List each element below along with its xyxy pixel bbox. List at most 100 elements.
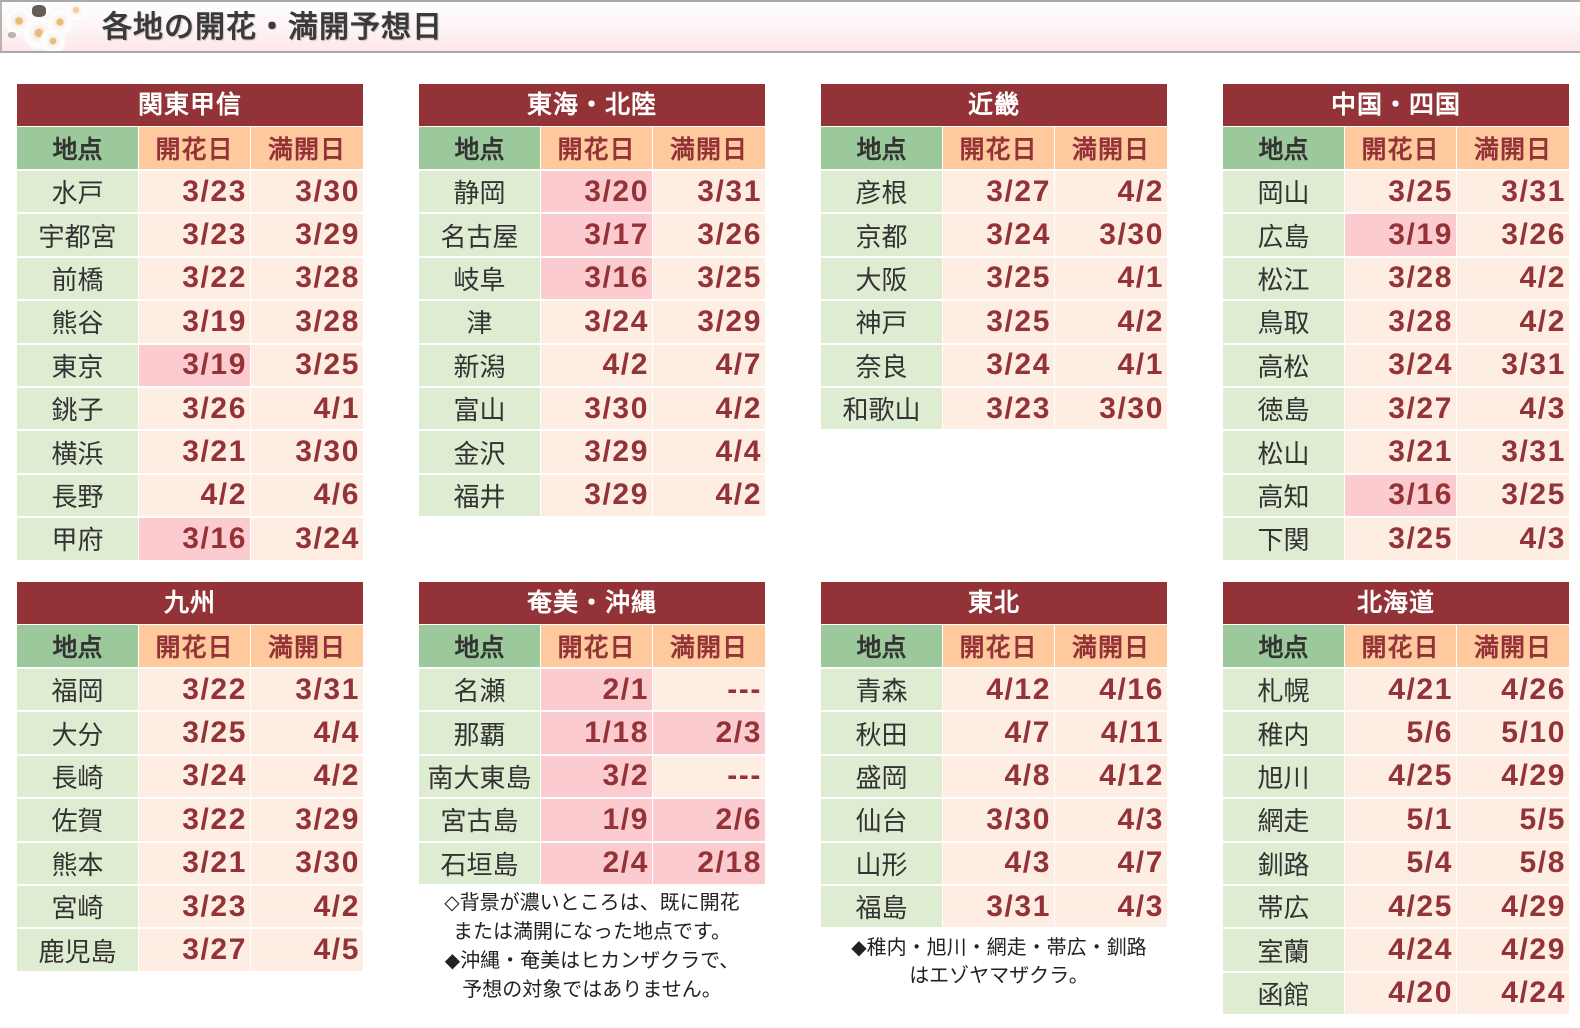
bloom-date-cell: 3/27	[139, 929, 250, 971]
location-cell: 高知	[1223, 474, 1344, 517]
bloom-date-cell: 3/26	[139, 387, 250, 430]
bloom-date-cell: 3/23	[139, 885, 250, 928]
column-header-row: 地点 開花日 満開日	[17, 625, 363, 667]
column-header-bloom: 開花日	[1345, 127, 1456, 169]
bloom-date-cell: 4/7	[943, 712, 1054, 754]
note-line: ◆稚内・旭川・網走・帯広・釧路	[851, 935, 1147, 959]
column-header-row: 地点 開花日 満開日	[821, 127, 1167, 169]
full-bloom-date-cell: 4/26	[1457, 669, 1569, 711]
location-cell: 名瀬	[419, 669, 540, 711]
location-cell: 那覇	[419, 712, 540, 754]
full-bloom-date-cell: 3/31	[251, 669, 363, 711]
location-cell: 銚子	[17, 387, 138, 430]
table-row: 函館 4/20 4/24	[1223, 972, 1569, 1015]
location-cell: 長崎	[17, 755, 138, 798]
location-cell: 神戸	[821, 301, 942, 343]
full-bloom-date-cell: 2/18	[653, 842, 765, 884]
table-row: 広島 3/19 3/26	[1223, 214, 1569, 256]
column-header-bloom: 開花日	[943, 127, 1054, 169]
bloom-date-cell: 3/22	[139, 257, 250, 300]
bloom-date-cell: 3/21	[1345, 431, 1456, 473]
bloom-date-cell: 2/4	[541, 842, 652, 884]
location-cell: 山形	[821, 842, 942, 884]
location-cell: 下関	[1223, 518, 1344, 560]
location-cell: 岐阜	[419, 257, 540, 300]
table-row: 長野 4/2 4/6	[17, 474, 363, 517]
region-title: 奄美・沖縄	[419, 582, 765, 624]
bloom-date-cell: 3/25	[943, 257, 1054, 300]
column-header-bloom: 開花日	[943, 625, 1054, 667]
bloom-date-cell: 3/20	[541, 171, 652, 213]
table-row: 鹿児島 3/27 4/5	[17, 929, 363, 971]
full-bloom-date-cell: 4/4	[251, 712, 363, 754]
bloom-date-cell: 4/25	[1345, 755, 1456, 798]
table-row: 京都 3/24 3/30	[821, 214, 1167, 256]
bloom-date-cell: 3/22	[139, 799, 250, 841]
cherry-blossom-icon	[2, 2, 94, 51]
bloom-date-cell: 3/24	[541, 301, 652, 343]
full-bloom-date-cell: 4/2	[251, 755, 363, 798]
table-row: 新潟 4/2 4/7	[419, 344, 765, 386]
full-bloom-date-cell: 3/26	[1457, 214, 1569, 256]
table-row: 鳥取 3/28 4/2	[1223, 301, 1569, 343]
table-row: 和歌山 3/23 3/30	[821, 387, 1167, 430]
note-line: または満開になった地点です。	[453, 919, 731, 943]
full-bloom-date-cell: 4/7	[1055, 842, 1167, 884]
table-row: 高松 3/24 3/31	[1223, 344, 1569, 386]
bloom-date-cell: 3/21	[139, 431, 250, 473]
location-cell: 前橋	[17, 257, 138, 300]
full-bloom-date-cell: 4/2	[1055, 301, 1167, 343]
bloom-date-cell: 3/25	[1345, 171, 1456, 213]
column-header-location: 地点	[821, 127, 942, 169]
location-cell: 南大東島	[419, 755, 540, 798]
column-header-bloom: 開花日	[139, 127, 250, 169]
region-title: 中国・四国	[1223, 84, 1569, 126]
table-row: 松山 3/21 3/31	[1223, 431, 1569, 473]
location-cell: 広島	[1223, 214, 1344, 256]
bloom-date-cell: 4/25	[1345, 885, 1456, 928]
column-header-full-bloom: 満開日	[653, 625, 765, 667]
table-row: 富山 3/30 4/2	[419, 387, 765, 430]
table-row: 東京 3/19 3/25	[17, 344, 363, 386]
table-row: 下関 3/25 4/3	[1223, 518, 1569, 560]
column-header-full-bloom: 満開日	[1457, 625, 1569, 667]
location-cell: 宮古島	[419, 799, 540, 841]
column-header-location: 地点	[419, 127, 540, 169]
full-bloom-date-cell: 4/1	[1055, 344, 1167, 386]
region-title: 北海道	[1223, 582, 1569, 624]
location-cell: 稚内	[1223, 712, 1344, 754]
bloom-date-cell: 3/16	[1345, 474, 1456, 517]
table-row: 甲府 3/16 3/24	[17, 518, 363, 560]
location-cell: 津	[419, 301, 540, 343]
table-row: 福岡 3/22 3/31	[17, 669, 363, 711]
location-cell: 和歌山	[821, 387, 942, 430]
region-table-chugoku-shikoku: 中国・四国 地点 開花日 満開日 岡山 3/25 3/31 広島 3/19 3/26 松江 3…	[1223, 84, 1569, 560]
table-row: 銚子 3/26 4/1	[17, 387, 363, 430]
full-bloom-date-cell: 3/31	[1457, 171, 1569, 213]
full-bloom-date-cell: 3/25	[1457, 474, 1569, 517]
full-bloom-date-cell: 3/31	[653, 171, 765, 213]
bloom-date-cell: 3/25	[943, 301, 1054, 343]
page-title: 各地の開花・満開予想日	[102, 10, 443, 45]
bloom-date-cell: 3/29	[541, 474, 652, 517]
table-row: 静岡 3/20 3/31	[419, 171, 765, 213]
full-bloom-date-cell: 4/12	[1055, 755, 1167, 798]
table-row: 旭川 4/25 4/29	[1223, 755, 1569, 798]
location-cell: 釧路	[1223, 842, 1344, 884]
table-row: 岐阜 3/16 3/25	[419, 257, 765, 300]
full-bloom-date-cell: 3/30	[251, 171, 363, 213]
full-bloom-date-cell: 4/16	[1055, 669, 1167, 711]
table-row: 帯広 4/25 4/29	[1223, 885, 1569, 928]
full-bloom-date-cell: 3/25	[653, 257, 765, 300]
bloom-date-cell: 3/22	[139, 669, 250, 711]
table-row: 青森 4/12 4/16	[821, 669, 1167, 711]
full-bloom-date-cell: 4/2	[251, 885, 363, 928]
location-cell: 東京	[17, 344, 138, 386]
location-cell: 熊本	[17, 842, 138, 884]
full-bloom-date-cell: 4/3	[1457, 518, 1569, 560]
full-bloom-date-cell: 4/4	[653, 431, 765, 473]
location-cell: 盛岡	[821, 755, 942, 798]
region-title: 関東甲信	[17, 84, 363, 126]
table-row: 南大東島 3/2 ---	[419, 755, 765, 798]
bloom-date-cell: 3/27	[1345, 387, 1456, 430]
